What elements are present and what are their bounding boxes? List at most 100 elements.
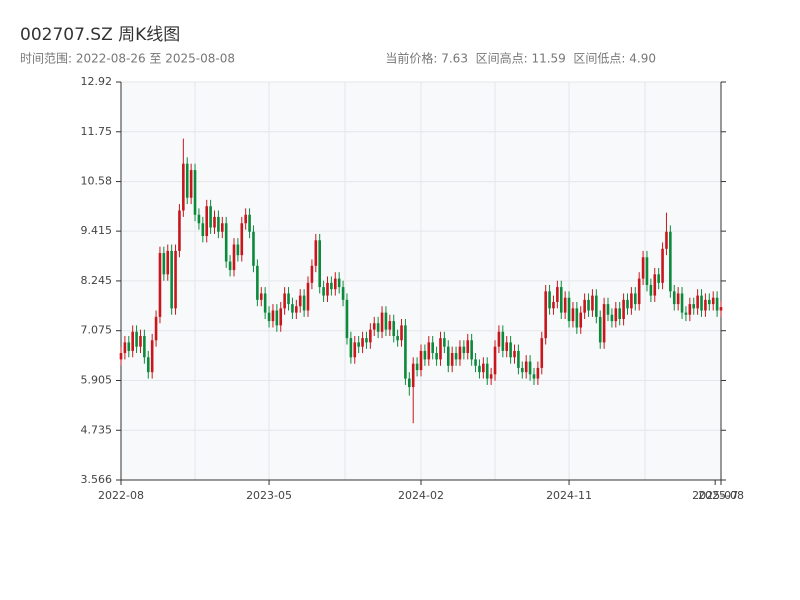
candle-body <box>217 216 220 232</box>
candle-body <box>478 365 481 373</box>
candle-body <box>131 331 134 351</box>
candle-body <box>345 299 349 339</box>
candle-body <box>552 301 555 309</box>
candle-body <box>556 287 559 302</box>
candle-body <box>466 340 470 354</box>
candle-body <box>182 163 185 211</box>
candle-body <box>396 336 399 341</box>
candle-body <box>641 257 645 279</box>
candle-body <box>205 206 209 237</box>
candle-body <box>528 361 532 375</box>
candle-body <box>700 295 703 311</box>
candle-body <box>622 299 625 319</box>
x-tick-label: 2022-08 <box>98 489 144 502</box>
x-tick-label: 2023-05 <box>246 489 292 502</box>
candle-body <box>236 244 240 256</box>
y-tick-label: 3.566 <box>81 473 113 486</box>
candle-body <box>411 363 415 388</box>
candle-body <box>630 293 633 309</box>
candle-body <box>606 304 610 315</box>
candle-body <box>602 304 606 343</box>
y-tick-label: 5.905 <box>81 373 113 386</box>
candle-body <box>431 342 434 354</box>
chart-title: 002707.SZ 周K线图 <box>20 25 180 45</box>
candle-body <box>435 353 438 360</box>
candle-body <box>458 346 462 360</box>
y-tick-label: 10.58 <box>81 175 113 188</box>
candle-body <box>170 250 173 309</box>
candle-body <box>298 295 302 307</box>
candle-body <box>228 261 232 271</box>
candle-body <box>201 223 205 237</box>
candle-body <box>715 297 719 311</box>
candle-body <box>653 274 657 296</box>
candle-body <box>680 293 684 313</box>
candle-body <box>657 274 660 283</box>
candle-body <box>166 250 170 275</box>
candle-body <box>232 244 236 271</box>
candle-body <box>563 297 567 313</box>
candle-body <box>489 374 493 379</box>
candle-body <box>162 253 166 275</box>
subtitle: 时间范围: 2022-08-26 至 2025-08-08 <box>20 52 235 66</box>
candle-body <box>540 338 544 368</box>
candle-body <box>139 336 142 347</box>
candle-body <box>575 308 579 328</box>
candle-body <box>314 240 318 266</box>
candle-body <box>380 312 384 332</box>
candle-body <box>614 308 618 322</box>
candle-body <box>661 248 664 283</box>
candle-body <box>645 257 649 285</box>
candle-body <box>197 214 201 224</box>
candle-body <box>127 342 131 351</box>
candle-body <box>548 291 551 309</box>
candle-body <box>209 206 212 228</box>
candle-body <box>189 170 193 198</box>
candle-body <box>520 367 524 373</box>
candle-body <box>279 308 283 326</box>
y-tick-label: 11.75 <box>81 125 113 138</box>
candle-body <box>544 291 547 339</box>
candle-body <box>408 378 411 388</box>
candle-body <box>400 325 403 341</box>
candle-body <box>493 346 497 375</box>
candle-body <box>415 363 419 371</box>
candle-body <box>669 231 672 292</box>
candle-body <box>419 350 423 371</box>
candle-body <box>267 312 271 322</box>
candle-body <box>392 321 396 337</box>
candle-body <box>248 214 251 232</box>
candle-body <box>454 353 458 360</box>
candle-body <box>446 346 450 366</box>
candle-body <box>143 336 146 358</box>
candle-body <box>497 331 501 347</box>
candle-body <box>482 363 485 373</box>
candle-body <box>423 350 427 360</box>
candle-body <box>719 307 723 311</box>
candle-body <box>154 316 158 341</box>
candle-body <box>263 293 267 313</box>
candle-body <box>244 214 247 224</box>
candle-body <box>119 353 123 360</box>
candle-body <box>704 299 707 311</box>
candle-body <box>193 170 197 215</box>
candle-body <box>676 293 680 305</box>
y-tick-label: 7.075 <box>81 324 113 337</box>
candle-body <box>571 308 575 322</box>
candle-body <box>150 340 154 373</box>
candle-body <box>462 346 466 354</box>
candle-body <box>256 265 259 300</box>
candle-body <box>692 304 696 309</box>
candle-body <box>610 314 614 322</box>
candle-body <box>587 299 590 311</box>
candle-body <box>337 278 341 288</box>
candle-body <box>259 293 263 300</box>
candle-body <box>271 310 275 322</box>
candle-body <box>178 210 181 251</box>
candle-body <box>559 287 563 313</box>
candle-body <box>123 342 127 354</box>
candle-body <box>485 363 489 379</box>
candle-body <box>509 342 512 358</box>
candle-body <box>474 359 477 366</box>
